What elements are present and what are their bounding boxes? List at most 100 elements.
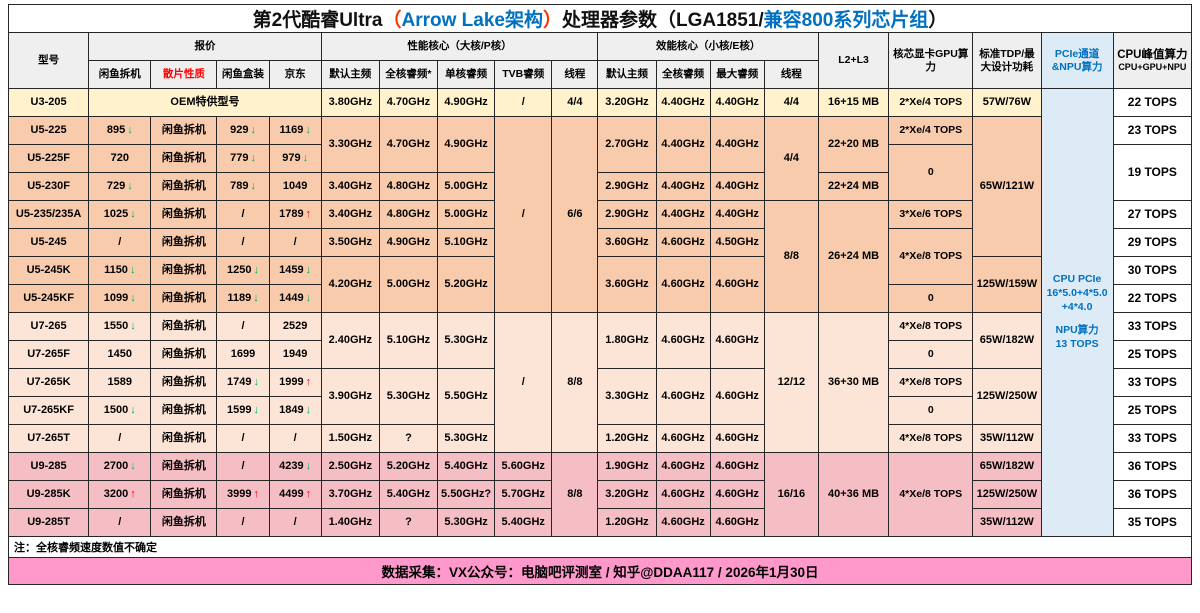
header-row: 闲鱼拆机 散片性质 闲鱼盒装 京东 默认主频 全核睿频* 单核睿频 TVB睿频 线程 默认主频 全核…: [9, 60, 1192, 89]
price-down-arrow-icon: ↓: [253, 292, 259, 305]
cell-tops: 33 TOPS: [1112, 312, 1193, 341]
cell-price-boxed: 3999 ↑: [216, 480, 270, 509]
cell-p-base: 1.50GHz: [320, 424, 380, 453]
cell-price-used: 2700 ↓: [88, 452, 152, 481]
cell-tops: 33 TOPS: [1112, 368, 1193, 397]
cell-model: U5-235/235A: [7, 200, 90, 229]
table-row-u5-225: U5-225 895 ↓ 闲鱼拆机 929 ↓ 1169 ↓ 3.30GHz 4.70GHz 4.9…: [7, 116, 1193, 313]
cell-e-threads: 8/8: [763, 200, 819, 313]
price-down-arrow-icon: ↓: [129, 264, 136, 277]
cell-price-used: /: [88, 424, 152, 453]
cell-price-type: 闲鱼拆机: [150, 284, 218, 313]
table-row-u3-205: U3-205 OEM特供型号 3.80GHz 4.70GHz 4.90GHz/4/4 3.…: [7, 88, 1193, 537]
cell-gpu: 2*Xe/4 TOPS: [888, 88, 974, 117]
cell-tdp: 65W/121W: [972, 116, 1042, 257]
price-up-arrow-icon: ↑: [305, 208, 312, 221]
cell-p-allcore: 5.10GHz: [378, 312, 439, 369]
header-tdp: 标准TDP/最大设计功耗: [972, 32, 1042, 89]
cell-gpu: 2*Xe/4 TOPS: [888, 116, 974, 145]
cell-p-base: 3.90GHz: [320, 368, 380, 425]
cell-p-single: 5.20GHz: [437, 256, 496, 313]
cell-price-jd: 1459 ↓: [268, 256, 322, 285]
cell-p-allcore: ?: [378, 508, 439, 537]
cell-p-single: 4.90GHz: [437, 116, 496, 173]
cell-tops: 23 TOPS: [1112, 116, 1193, 145]
cell-p-single: 5.10GHz: [437, 228, 496, 257]
cell-tops: 19 TOPS: [1112, 144, 1193, 201]
cell-model: U7-265K: [7, 368, 90, 397]
cell-gpu: 4*Xe/8 TOPS: [888, 368, 974, 397]
title-segment: ）: [542, 10, 562, 31]
cell-p-threads: 4/4: [551, 88, 599, 117]
cell-price-boxed: 1250 ↓: [216, 256, 270, 285]
cell-price-used: 720: [88, 144, 152, 173]
header-p-single: 单核睿频: [437, 60, 496, 89]
cell-price-jd: 1169 ↓: [268, 116, 322, 145]
cell-p-allcore: 4.70GHz: [378, 88, 439, 117]
cell-price-used: 1589: [88, 368, 152, 397]
cell-price-type: 闲鱼拆机: [150, 116, 218, 145]
title-segment: （: [382, 10, 402, 31]
header-e-base: 默认主频: [597, 60, 657, 89]
cell-e-max: 4.40GHz: [709, 200, 765, 229]
cell-gpu: 0: [888, 340, 974, 369]
title-segment: 第2代酷睿Ultra: [252, 10, 383, 31]
cell-price-boxed: /: [216, 508, 270, 537]
cell-model: U5-245KF: [7, 284, 90, 313]
table-row-u9-285k: U9-285K 3200 ↑ 闲鱼拆机 3999 ↑ 4499 ↑ 3.70GHz 5.40GHz…: [7, 480, 1193, 509]
cell-tdp: 65W/182W: [972, 452, 1042, 481]
cell-e-threads: 16/16: [763, 452, 819, 537]
cell-gpu: 0: [888, 396, 974, 425]
price-down-arrow-icon: ↓: [250, 180, 256, 193]
cell-p-tvb: 5.70GHz: [494, 480, 553, 509]
header-gpu: 核芯显卡GPU算力: [888, 32, 974, 89]
cell-e-max: 4.60GHz: [709, 368, 765, 425]
cell-p-base: 1.40GHz: [320, 508, 380, 537]
cell-gpu: 4*Xe/8 TOPS: [888, 452, 974, 537]
price-down-arrow-icon: ↓: [130, 320, 136, 333]
cell-tdp: 125W/159W: [972, 256, 1042, 313]
cell-e-max: 4.60GHz: [709, 312, 765, 369]
price-up-arrow-icon: ↑: [305, 488, 312, 501]
price-down-arrow-icon: ↓: [130, 292, 136, 305]
table-body: U3-205 OEM特供型号 3.80GHz 4.70GHz 4.90GHz/4/4 3.…: [7, 88, 1193, 537]
cell-price-boxed: /: [216, 312, 270, 341]
table-row-u9-285t: U9-285T / 闲鱼拆机 //1.40GHz? 5.30GHz 5.40GHz 1.20…: [7, 508, 1193, 537]
table-row-u9-285: U9-285 2700 ↓ 闲鱼拆机/4239 ↓ 2.50GHz 5.20GHz 5.40G…: [7, 452, 1193, 537]
cell-price-jd: 1049: [268, 172, 322, 201]
table-header: 型号 报价 性能核心（大核/P核） 效能核心（小核/E核） L2+L3 核芯显卡GPU算力…: [7, 32, 1193, 89]
title-segment: 兼容800系列芯片组: [763, 10, 929, 31]
cell-p-tvb: /: [494, 116, 553, 313]
cell-price-used: 1500 ↓: [88, 396, 152, 425]
price-down-arrow-icon: ↓: [305, 124, 311, 137]
cell-price-type: 闲鱼拆机: [150, 424, 218, 453]
price-down-arrow-icon: ↓: [127, 124, 133, 137]
header-price-used: 闲鱼拆机: [88, 60, 152, 89]
table-row-u5-245k: U5-245K 1150 ↓ 闲鱼拆机 1250 ↓ 1459 ↓ 4.20GHz 5.00GHz…: [7, 256, 1193, 313]
page-title: 第2代酷睿Ultra （Arrow Lake架构）处理器参数（LGA1851/兼容…: [8, 4, 1192, 33]
cell-tops: 22 TOPS: [1112, 284, 1193, 313]
cell-price-type: 闲鱼拆机: [150, 480, 218, 509]
header-pcie: PCIe通道&NPU算力: [1040, 32, 1114, 89]
cell-p-single: 5.30GHz: [437, 508, 496, 537]
cell-tdp: 65W/182W: [972, 312, 1042, 369]
cell-p-allcore: 5.00GHz: [378, 256, 439, 313]
cell-price-type: 闲鱼拆机: [150, 172, 218, 201]
cell-price-jd: /: [268, 508, 322, 537]
price-up-arrow-icon: ↑: [305, 376, 312, 389]
header-p-cores: 性能核心（大核/P核）: [320, 32, 599, 61]
table-row-u5-235/235a: U5-235/235A 1025 ↓ 闲鱼拆机/1789 ↑ 3.40GHz 4.80GHz…: [7, 200, 1193, 313]
cell-tops: 35 TOPS: [1112, 508, 1193, 537]
cell-model: U3-205: [7, 88, 90, 117]
cell-e-base: 2.90GHz: [597, 200, 657, 229]
cell-e-max: 4.60GHz: [709, 508, 765, 537]
cell-e-max: 4.60GHz: [709, 424, 765, 453]
cell-cache: 22+20 MB: [817, 116, 890, 173]
cell-tdp: 125W/250W: [972, 480, 1042, 509]
cell-cache: 36+30 MB: [817, 312, 890, 453]
cell-tops: 29 TOPS: [1112, 228, 1193, 257]
cell-price-type: 闲鱼拆机: [150, 228, 218, 257]
cell-cache: 26+24 MB: [817, 200, 890, 313]
cell-e-allcore: 4.60GHz: [655, 256, 711, 313]
cell-price-boxed: 779 ↓: [216, 144, 270, 173]
